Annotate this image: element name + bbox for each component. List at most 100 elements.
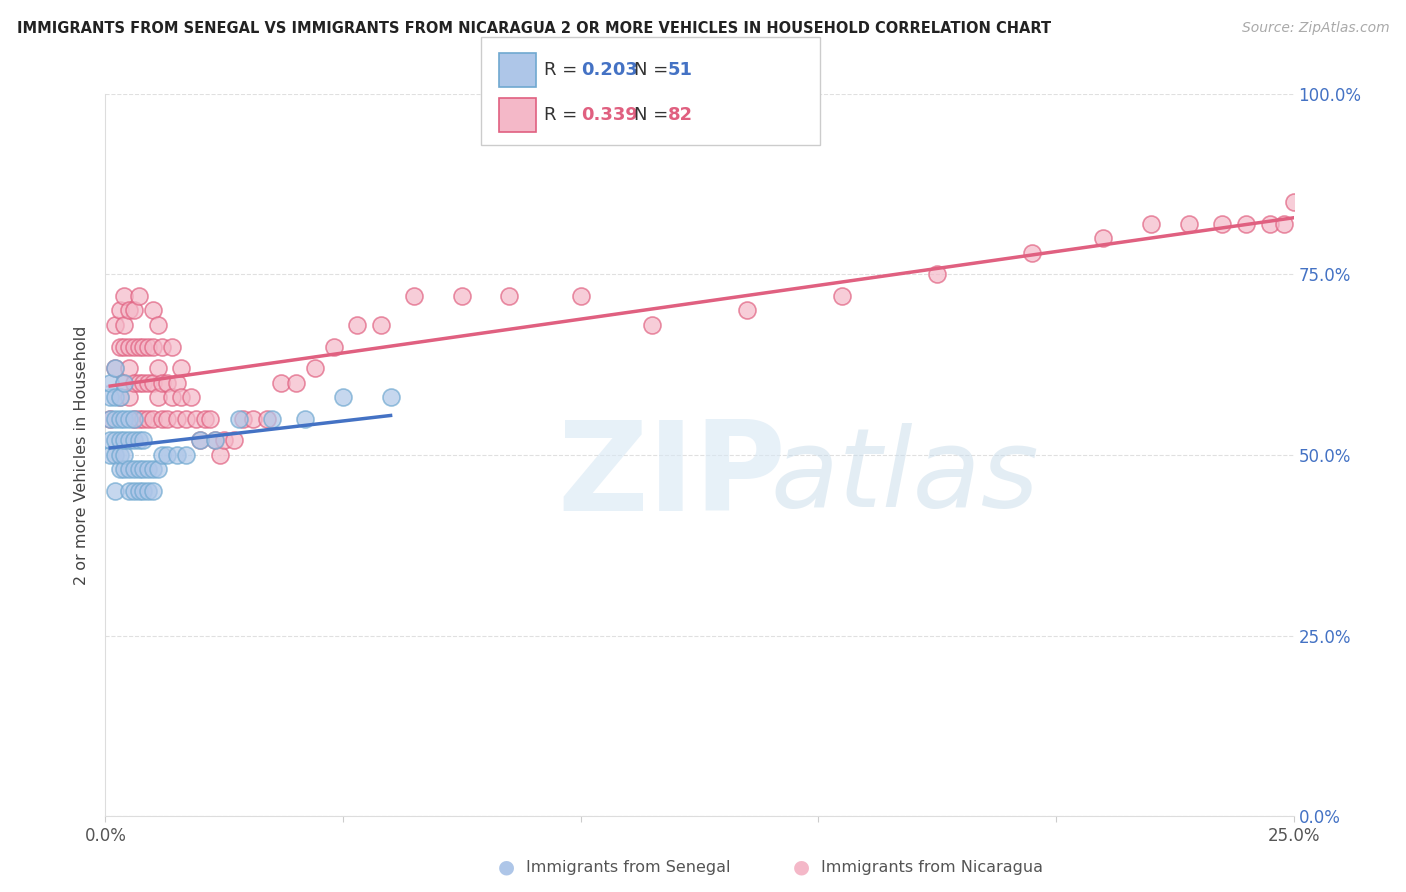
Point [142,462,165,476]
Point [108,303,131,318]
Point [294,412,316,426]
Text: N =: N = [634,106,673,124]
Point [152,448,174,462]
Point [122,303,145,318]
Text: Immigrants from Nicaragua: Immigrants from Nicaragua [821,860,1043,874]
Point [1178,217,1201,231]
Point [104,390,127,404]
Point [156,412,179,426]
Text: 0.203: 0.203 [581,61,637,78]
Point [569,289,592,303]
Point [118,339,141,353]
Point [108,390,131,404]
Point [136,339,159,353]
Point [194,412,217,426]
Point [132,412,155,426]
Point [114,318,136,332]
Point [304,361,326,376]
Point [136,483,159,498]
Point [128,289,150,303]
Point [190,434,212,448]
Point [118,483,141,498]
Point [108,390,131,404]
Point [132,462,155,476]
Point [114,462,136,476]
Point [122,412,145,426]
Point [122,462,145,476]
Point [108,412,131,426]
Point [114,376,136,390]
Point [284,376,307,390]
Point [114,448,136,462]
Point [108,462,131,476]
Point [260,412,283,426]
Text: N =: N = [634,61,673,78]
Point [184,412,207,426]
Point [1140,217,1163,231]
Text: 0.339: 0.339 [581,106,637,124]
Point [214,434,236,448]
Point [104,448,127,462]
Point [98,448,121,462]
Text: ●: ● [498,857,515,877]
Point [270,376,292,390]
Point [146,318,169,332]
Point [122,434,145,448]
Point [114,376,136,390]
Y-axis label: 2 or more Vehicles in Household: 2 or more Vehicles in Household [75,326,90,584]
Point [122,483,145,498]
Point [346,318,368,332]
Point [1234,217,1257,231]
Point [122,339,145,353]
Point [118,390,141,404]
Point [132,376,155,390]
Point [104,434,127,448]
Point [118,434,141,448]
Point [128,376,150,390]
Point [208,448,231,462]
Point [1258,217,1281,231]
Point [142,412,165,426]
Point [190,434,212,448]
Point [198,412,221,426]
Point [152,339,174,353]
Point [98,434,121,448]
Point [735,303,758,318]
Point [170,390,193,404]
Point [232,412,254,426]
Point [146,462,169,476]
Point [204,434,226,448]
Point [332,390,354,404]
Point [98,390,121,404]
Point [118,361,141,376]
Point [152,412,174,426]
Point [142,339,165,353]
Point [114,339,136,353]
Point [242,412,264,426]
Point [114,412,136,426]
Point [174,412,197,426]
Text: atlas: atlas [770,423,1039,530]
Point [104,361,127,376]
Point [1021,245,1043,260]
Point [128,462,150,476]
Point [1092,231,1115,245]
Point [122,376,145,390]
Point [114,289,136,303]
Point [128,339,150,353]
Point [222,434,245,448]
Text: ZIP: ZIP [557,416,786,537]
Point [118,412,141,426]
Point [108,434,131,448]
Point [450,289,472,303]
Point [128,483,150,498]
Point [160,339,183,353]
Point [128,434,150,448]
Text: 51: 51 [668,61,693,78]
Point [122,412,145,426]
Point [142,376,165,390]
Point [498,289,520,303]
Point [142,483,165,498]
Point [156,376,179,390]
Point [108,448,131,462]
